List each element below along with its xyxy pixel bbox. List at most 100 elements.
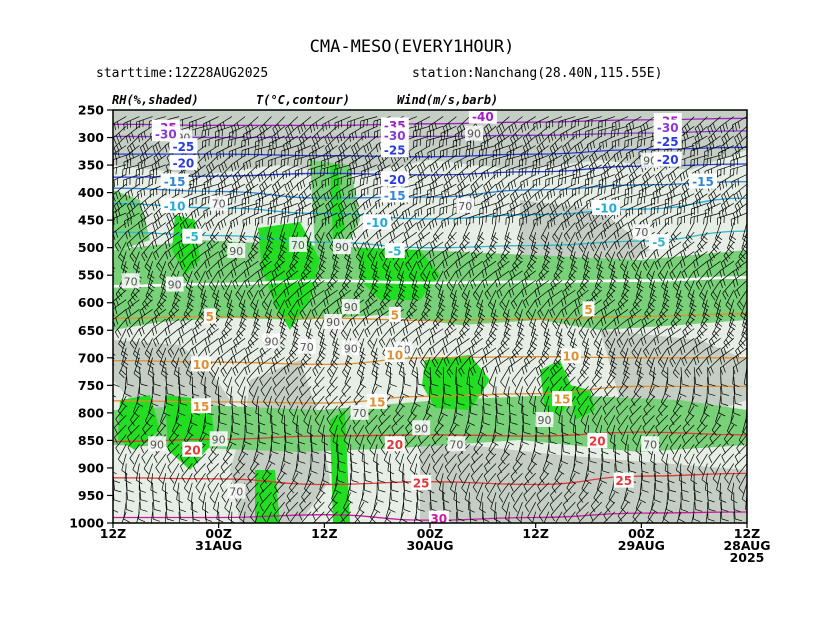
wind-barb bbox=[293, 154, 312, 167]
wind-barb bbox=[443, 260, 457, 280]
wind-barb bbox=[269, 193, 285, 210]
temperature-contour-label-text: 25 bbox=[615, 474, 632, 488]
wind-barb bbox=[624, 183, 642, 197]
wind-barb bbox=[136, 116, 153, 130]
wind-barb bbox=[455, 260, 470, 279]
chart-title: CMA-MESO(EVERY1HOUR) bbox=[310, 37, 515, 57]
wind-barb bbox=[298, 183, 312, 203]
temperature-contour-line bbox=[113, 130, 747, 139]
wind-barb bbox=[224, 222, 233, 244]
wind-barb bbox=[664, 193, 682, 208]
wind-barb bbox=[710, 280, 721, 301]
wind-barb bbox=[166, 212, 180, 232]
wind-barb bbox=[638, 183, 655, 199]
wind-barb bbox=[244, 270, 259, 289]
wind-barb bbox=[338, 193, 352, 213]
temperature-contour-label: -30 bbox=[380, 127, 409, 143]
wind-barb bbox=[721, 183, 735, 203]
wind-barb bbox=[621, 280, 629, 302]
wind-barb bbox=[521, 280, 536, 298]
wind-barb bbox=[205, 212, 219, 231]
wind-barb bbox=[444, 231, 457, 252]
wind-barb bbox=[720, 270, 735, 289]
wind-barb bbox=[206, 154, 219, 174]
wind-barb bbox=[694, 125, 708, 145]
wind-barb bbox=[465, 145, 483, 157]
wind-barb bbox=[547, 212, 563, 229]
wind-barb bbox=[361, 125, 378, 141]
wind-barb bbox=[734, 135, 747, 155]
wind-barb bbox=[728, 222, 737, 244]
wind-barb bbox=[428, 212, 444, 230]
wind-barb bbox=[230, 260, 246, 278]
wind-barb bbox=[126, 193, 140, 213]
rh-contour-label-text: 90 bbox=[150, 438, 164, 451]
rh-contour-label-text: 70 bbox=[353, 407, 367, 420]
wind-barb bbox=[508, 270, 523, 288]
wind-barb bbox=[596, 261, 605, 282]
wind-barb bbox=[413, 135, 431, 149]
rh-contour-label: 90 bbox=[341, 299, 360, 315]
temperature-contour-label-text: -5 bbox=[652, 236, 665, 250]
wind-barb bbox=[575, 212, 589, 231]
rh-contour-label: 90 bbox=[341, 340, 360, 356]
rh-high-region bbox=[113, 190, 150, 250]
wind-barb bbox=[113, 319, 114, 320]
wind-barb bbox=[605, 241, 616, 262]
wind-barb bbox=[314, 222, 325, 243]
wind-barb bbox=[735, 251, 747, 271]
x-axis: 12Z28AUG202500Z29AUG12Z00Z30AUG12Z00Z31A… bbox=[100, 523, 771, 565]
temperature-contour-label: -15 bbox=[160, 173, 189, 189]
wind-field-label: Wind(m/s,barb) bbox=[397, 93, 498, 107]
wind-barb bbox=[616, 241, 629, 261]
wind-barb bbox=[515, 241, 523, 263]
wind-barb bbox=[334, 116, 351, 131]
wind-barb bbox=[520, 116, 536, 133]
wind-barb bbox=[141, 241, 153, 262]
wind-barb bbox=[716, 154, 734, 167]
wind-barb bbox=[517, 232, 525, 253]
wind-barb bbox=[508, 135, 523, 154]
temperature-contour-label-text: -10 bbox=[164, 199, 186, 213]
temperature-contour-label: 25 bbox=[613, 472, 634, 488]
wind-barb bbox=[636, 270, 644, 292]
wind-barb bbox=[583, 251, 591, 273]
y-tick-label: 650 bbox=[78, 323, 104, 338]
temperature-contour-label-text: -25 bbox=[657, 135, 679, 149]
wind-barb bbox=[719, 116, 735, 134]
wind-barb bbox=[612, 116, 629, 131]
wind-barb bbox=[730, 212, 747, 227]
wind-barb bbox=[470, 241, 484, 261]
wind-barb bbox=[509, 260, 523, 280]
wind-barb bbox=[138, 231, 153, 250]
temperature-contour-label-text: 10 bbox=[563, 350, 580, 364]
wind-barb bbox=[322, 116, 338, 132]
wind-barb bbox=[359, 261, 367, 282]
wind-barb bbox=[443, 174, 457, 193]
wind-barb bbox=[733, 183, 747, 202]
wind-barb bbox=[231, 174, 246, 193]
wind-barb bbox=[562, 135, 576, 154]
wind-barb bbox=[113, 434, 114, 436]
wind-barb bbox=[732, 270, 747, 288]
wind-barb bbox=[335, 212, 351, 229]
wind-barb bbox=[257, 270, 272, 288]
temperature-contour-label-text: 30 bbox=[430, 512, 447, 526]
wind-barb bbox=[284, 174, 299, 193]
temperature-contour-line bbox=[113, 117, 747, 127]
wind-barb bbox=[385, 270, 393, 292]
y-tick-label: 300 bbox=[78, 130, 104, 145]
wind-barb bbox=[325, 135, 338, 155]
wind-barb bbox=[491, 222, 499, 244]
wind-barb bbox=[271, 125, 285, 144]
x-tick-label: 31AUG bbox=[195, 538, 242, 553]
wind-barb bbox=[677, 202, 695, 216]
wind-barb bbox=[482, 270, 497, 289]
wind-barb bbox=[531, 164, 549, 177]
wind-barb bbox=[649, 280, 657, 302]
rh-contour-label-text: 70 bbox=[458, 200, 472, 213]
rh-contour-label-text: 90 bbox=[335, 241, 349, 254]
wind-barb bbox=[522, 183, 536, 202]
wind-barb bbox=[610, 261, 618, 282]
